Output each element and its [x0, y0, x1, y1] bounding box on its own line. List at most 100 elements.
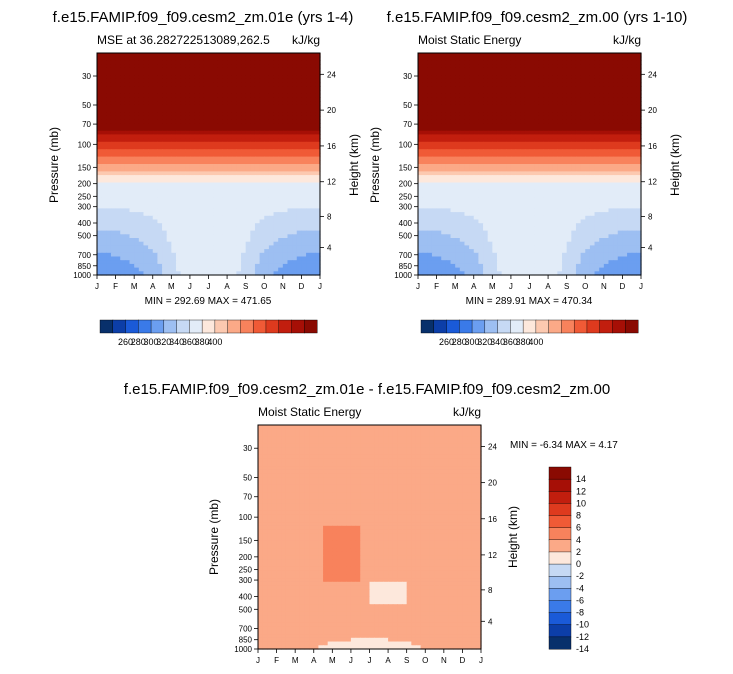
field-cell — [268, 178, 275, 184]
field-cell — [585, 115, 591, 121]
field-cell — [189, 245, 196, 250]
field-cell — [469, 104, 475, 110]
field-cell — [180, 171, 186, 176]
field-cell — [599, 115, 605, 121]
field-cell — [134, 260, 140, 265]
field-cell — [264, 167, 270, 172]
field-cell — [185, 267, 191, 272]
field-cell — [185, 204, 191, 209]
field-cell — [217, 145, 224, 150]
field-cell — [250, 160, 256, 165]
field-cell — [418, 178, 424, 184]
field-cell — [538, 145, 545, 150]
field-cell — [506, 197, 512, 202]
field-cell — [422, 60, 428, 65]
field-cell — [617, 145, 624, 150]
field-cell — [189, 104, 196, 110]
field-cell — [487, 164, 493, 169]
field-cell — [227, 115, 233, 121]
field-cell — [473, 134, 479, 139]
field-cell — [617, 75, 624, 80]
field-cell — [636, 56, 642, 61]
field-cell — [162, 193, 168, 198]
field-cell — [589, 112, 596, 117]
field-cell — [282, 267, 289, 272]
field-cell — [273, 119, 279, 124]
field-cell — [185, 230, 191, 235]
field-cell — [162, 204, 168, 209]
field-cell — [552, 149, 558, 154]
field-cell — [259, 82, 265, 87]
field-cell — [189, 134, 196, 139]
field-cell — [254, 260, 261, 265]
field-cell — [259, 123, 265, 128]
panel1-title: f.e15.FAMIP.f09_f09.cesm2_zm.01e (yrs 1-… — [53, 9, 354, 26]
field-cell — [282, 134, 289, 139]
field-cell — [134, 104, 140, 110]
field-cell — [557, 201, 563, 206]
field-cell — [287, 123, 293, 128]
field-cell — [515, 189, 521, 195]
field-cell — [129, 145, 135, 150]
field-cell — [427, 67, 433, 73]
field-cell — [157, 182, 163, 187]
field-cell — [213, 97, 219, 102]
field-cell — [101, 127, 107, 132]
field-cell — [459, 182, 466, 187]
field-cell — [580, 186, 586, 191]
field-cell — [203, 245, 210, 250]
field-cell — [175, 230, 182, 235]
field-cell — [236, 138, 242, 143]
field-cell — [427, 104, 433, 110]
field-cell — [268, 119, 275, 124]
field-cell — [106, 127, 112, 132]
field-cell — [162, 175, 168, 180]
field-cell — [129, 141, 135, 147]
field-cell — [268, 64, 275, 69]
field-cell — [418, 127, 424, 132]
field-cell — [236, 189, 242, 195]
field-cell — [236, 60, 242, 65]
field-cell — [175, 201, 182, 206]
field-cell — [571, 193, 577, 198]
field-cell — [138, 241, 145, 246]
field-cell — [124, 238, 131, 243]
field-cell — [162, 67, 168, 73]
field-cell — [589, 75, 596, 80]
field-cell — [250, 256, 256, 261]
field-cell — [552, 201, 558, 206]
field-cell — [110, 208, 117, 213]
field-cell — [552, 104, 558, 110]
field-cell — [124, 138, 131, 143]
field-cell — [148, 101, 154, 106]
field-cell — [613, 104, 619, 110]
field-cell — [464, 56, 470, 61]
field-cell — [510, 123, 517, 128]
field-cell — [268, 241, 275, 246]
field-cell — [483, 193, 489, 198]
field-cell — [264, 245, 270, 250]
field-cell — [315, 67, 321, 73]
field-cell — [422, 178, 428, 184]
field-cell — [464, 171, 470, 176]
field-cell — [515, 112, 521, 117]
field-cell — [227, 127, 233, 132]
field-cell — [124, 78, 131, 84]
field-cell — [189, 256, 196, 261]
field-cell — [617, 108, 624, 113]
field-cell — [520, 164, 526, 169]
field-cell — [217, 186, 224, 191]
field-cell — [143, 241, 149, 246]
field-cell — [469, 93, 475, 98]
field-cell — [296, 101, 303, 106]
field-cell — [259, 60, 265, 65]
field-cell — [287, 138, 293, 143]
field-cell — [483, 204, 489, 209]
field-cell — [636, 204, 642, 209]
field-cell — [306, 241, 312, 246]
field-cell — [608, 90, 614, 95]
field-cell — [106, 171, 112, 176]
field-cell — [594, 64, 600, 69]
field-cell — [231, 152, 237, 158]
field-cell — [534, 134, 540, 139]
